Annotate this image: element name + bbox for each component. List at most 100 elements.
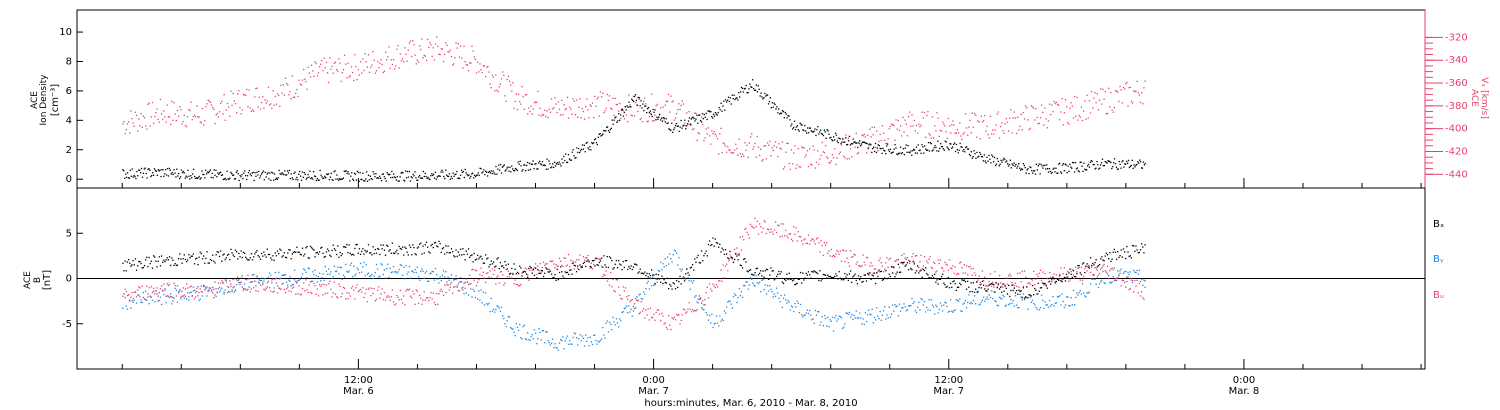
data-point (592, 263, 595, 266)
data-point (605, 130, 607, 132)
data-point (940, 145, 943, 148)
data-point (387, 263, 389, 265)
data-point (631, 298, 633, 301)
data-point (299, 253, 301, 256)
data-point (361, 72, 363, 74)
data-point (641, 298, 644, 300)
data-point (483, 277, 486, 279)
data-point (390, 271, 392, 274)
data-point (816, 150, 819, 152)
data-point (680, 319, 682, 322)
data-point (379, 275, 381, 277)
data-point (1122, 248, 1125, 250)
data-point (956, 128, 959, 131)
data-point (395, 65, 397, 67)
data-point (137, 130, 139, 132)
data-point (1001, 298, 1003, 300)
data-point (196, 257, 198, 259)
data-point (880, 148, 882, 150)
data-point (668, 128, 670, 130)
data-point (1099, 164, 1102, 166)
data-point (629, 267, 631, 270)
data-point (1046, 287, 1048, 289)
data-point (854, 254, 856, 256)
data-point (602, 266, 604, 268)
data-point (214, 294, 216, 296)
data-point (821, 278, 823, 280)
data-point (1089, 112, 1092, 114)
data-point (912, 302, 914, 305)
data-point (835, 253, 837, 255)
data-point (237, 280, 239, 282)
data-point (870, 136, 872, 138)
data-point (370, 177, 372, 180)
data-point (524, 271, 527, 273)
data-point (579, 98, 581, 100)
data-point (765, 232, 768, 235)
data-point (515, 93, 517, 95)
data-point (990, 282, 993, 285)
data-point (196, 290, 198, 293)
data-point (700, 302, 703, 304)
data-point (133, 291, 135, 293)
data-point (274, 95, 276, 98)
data-point (445, 174, 448, 176)
data-point (625, 109, 627, 111)
data-point (1109, 160, 1111, 163)
data-point (731, 257, 733, 259)
data-point (466, 64, 469, 66)
data-point (574, 114, 577, 116)
data-point (835, 134, 838, 136)
data-point (358, 248, 361, 250)
data-point (274, 271, 276, 274)
data-point (251, 109, 254, 111)
data-point (188, 175, 190, 177)
data-point (929, 277, 931, 279)
data-point (300, 84, 303, 86)
data-point (581, 335, 583, 337)
data-point (287, 172, 290, 174)
data-point (323, 57, 325, 59)
data-point (391, 271, 394, 273)
data-point (600, 338, 603, 340)
data-point (900, 152, 903, 155)
data-point (988, 280, 990, 283)
data-point (508, 276, 511, 278)
data-point (217, 172, 219, 174)
data-point (704, 116, 706, 118)
data-point (647, 276, 649, 278)
data-point (885, 318, 887, 320)
data-point (587, 259, 589, 261)
data-point (495, 308, 497, 311)
data-point (219, 172, 221, 174)
data-point (305, 271, 307, 273)
data-point (821, 244, 823, 247)
data-point (185, 126, 188, 128)
data-point (204, 285, 206, 287)
data-point (143, 264, 146, 267)
data-point (970, 282, 972, 284)
data-point (409, 40, 412, 42)
data-point (1010, 275, 1012, 277)
data-point (890, 313, 893, 315)
data-point (325, 173, 328, 175)
data-point (260, 277, 263, 279)
data-point (906, 135, 909, 137)
data-point (1141, 243, 1143, 245)
data-point (667, 122, 669, 124)
data-point (547, 116, 549, 119)
data-point (714, 322, 716, 324)
data-point (896, 153, 898, 155)
data-point (254, 96, 256, 98)
data-point (1110, 268, 1112, 270)
data-point (908, 151, 910, 153)
data-point (564, 340, 566, 342)
data-point (151, 101, 154, 104)
data-point (439, 53, 441, 56)
data-point (243, 283, 246, 285)
data-point (340, 296, 342, 298)
data-point (488, 266, 490, 268)
data-point (1034, 284, 1036, 286)
data-point (911, 154, 913, 156)
data-point (292, 96, 295, 99)
